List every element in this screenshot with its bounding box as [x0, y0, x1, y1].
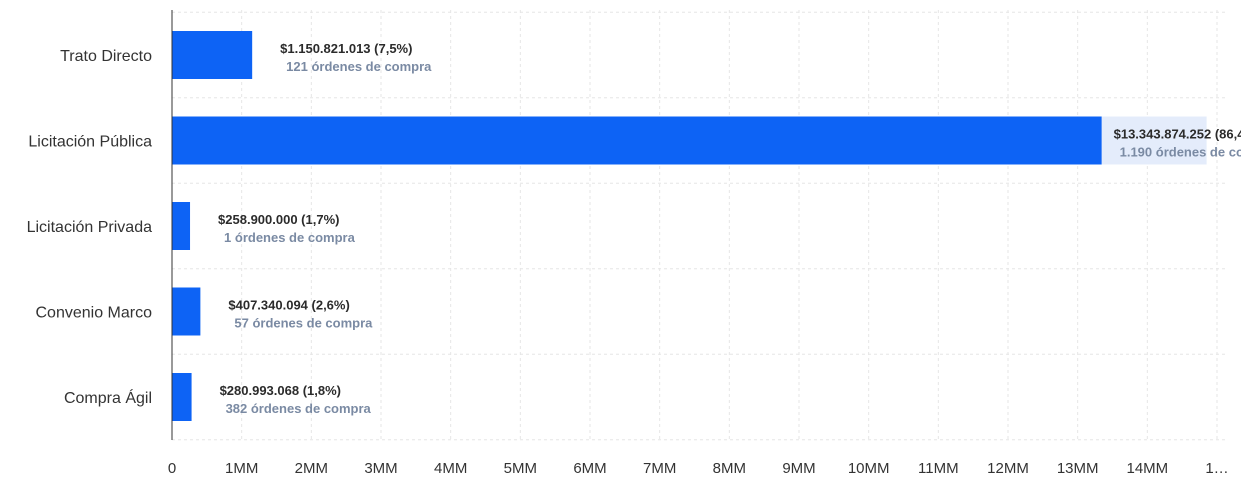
- bar[interactable]: [172, 31, 253, 79]
- x-tick-label: 8MM: [713, 460, 746, 477]
- category-labels: Trato Directo Licitación Pública Licitació…: [27, 48, 153, 407]
- grid: [172, 10, 1227, 441]
- x-tick-label: 14MM: [1126, 460, 1168, 477]
- bar-value-label: $13.343.874.252 (86,4%): [1114, 127, 1241, 142]
- x-tick-label: 9MM: [782, 460, 815, 477]
- bar[interactable]: [172, 287, 201, 336]
- bar-count-label: 1 órdenes de compra: [224, 230, 356, 245]
- bar-count-label: 57 órdenes de compra: [234, 316, 373, 331]
- bar-value-label: $280.993.068 (1,8%): [220, 383, 341, 398]
- x-tick-label: 1…: [1205, 460, 1228, 477]
- category-label: Trato Directo: [60, 48, 152, 65]
- bar-value-label: $1.150.821.013 (7,5%): [280, 41, 412, 56]
- category-label: Licitación Privada: [27, 219, 153, 236]
- bar-value-label: $258.900.000 (1,7%): [218, 212, 339, 227]
- x-tick-label: 6MM: [573, 460, 606, 477]
- bar-count-label: 121 órdenes de compra: [286, 59, 432, 74]
- bar-count-label: 1.190 órdenes de compra: [1120, 145, 1241, 160]
- category-label: Licitación Pública: [28, 134, 152, 151]
- bar[interactable]: [172, 202, 191, 250]
- x-tick-label: 13MM: [1057, 460, 1099, 477]
- x-axis-ticks: 0 1MM 2MM 3MM 4MM 5MM 6MM 7MM 8MM 9MM 10MM 11MM 12MM…: [168, 460, 1229, 477]
- x-tick-label: 4MM: [434, 460, 467, 477]
- bar[interactable]: [172, 373, 192, 421]
- bar-value-label: $407.340.094 (2,6%): [228, 298, 349, 313]
- x-tick-label: 3MM: [364, 460, 397, 477]
- category-label: Convenio Marco: [36, 305, 153, 322]
- bar-count-label: 382 órdenes de compra: [226, 401, 372, 416]
- bar[interactable]: [172, 116, 1102, 165]
- x-tick-label: 12MM: [987, 460, 1029, 477]
- category-label: Compra Ágil: [64, 388, 152, 407]
- x-tick-label: 7MM: [643, 460, 676, 477]
- x-tick-label: 1MM: [225, 460, 258, 477]
- bars: [172, 31, 1102, 421]
- x-tick-label: 10MM: [848, 460, 890, 477]
- x-tick-label: 11MM: [918, 460, 959, 477]
- x-tick-label: 5MM: [504, 460, 537, 477]
- x-tick-label: 2MM: [295, 460, 328, 477]
- data-labels: $1.150.821.013 (7,5%) 121 órdenes de comp…: [218, 41, 1241, 416]
- x-tick-label: 0: [168, 460, 176, 477]
